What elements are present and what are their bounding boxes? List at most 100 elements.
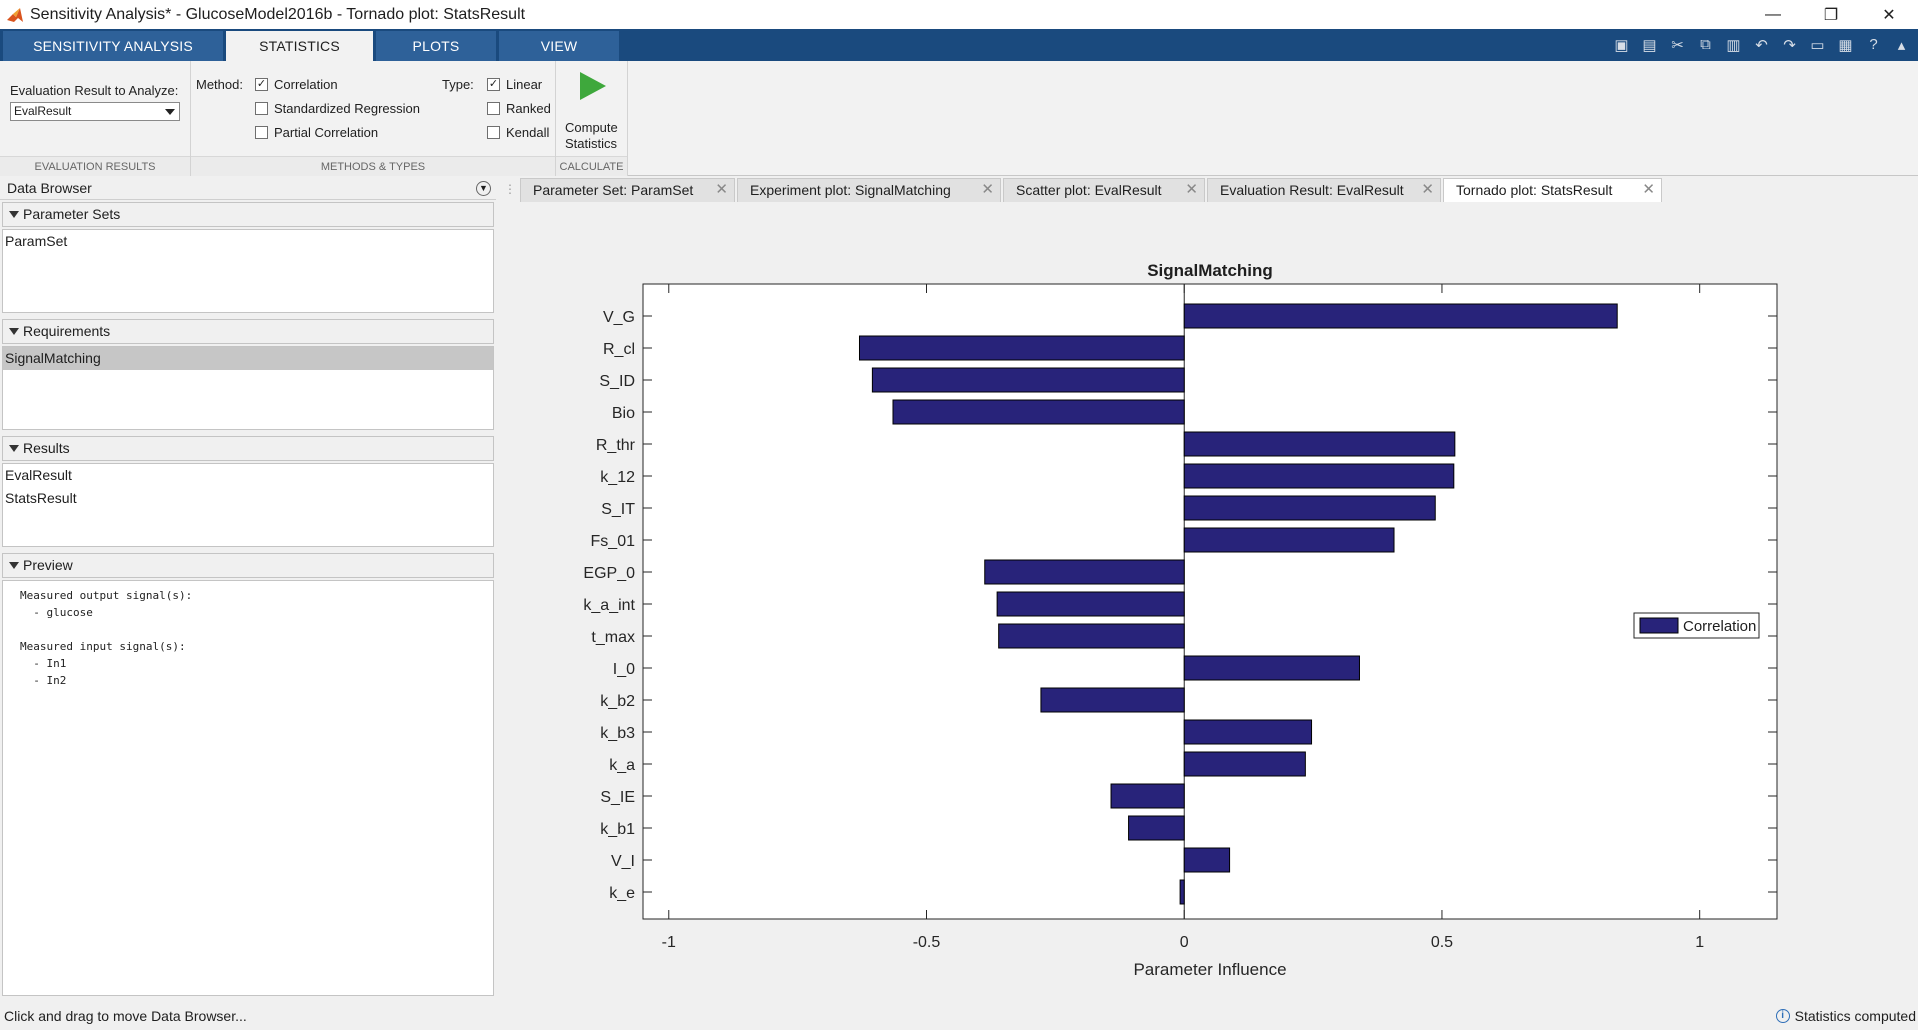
bar-V_G: [1183, 303, 1618, 329]
bar-k_b2: [1040, 687, 1185, 713]
legend: Correlation: [1633, 612, 1760, 639]
checkbox-label: Kendall: [506, 125, 550, 140]
section-label: CALCULATE: [556, 156, 627, 176]
type-linear-checkbox[interactable]: ✓ Linear: [487, 77, 542, 92]
menu-down-icon[interactable]: ▼: [476, 181, 491, 196]
doc-tab-evaluation-result[interactable]: Evaluation Result: EvalResult ✕: [1207, 178, 1441, 202]
tab-statistics[interactable]: STATISTICS: [226, 31, 373, 61]
drag-handle-icon[interactable]: ⋮: [504, 182, 516, 196]
y-tick-label: k_b3: [600, 725, 635, 742]
axes-box: [642, 283, 1778, 920]
doc-tab-scatter-plot[interactable]: Scatter plot: EvalResult ✕: [1003, 178, 1205, 202]
list-item[interactable]: EvalResult: [5, 467, 72, 483]
checkbox-checked-icon: ✓: [487, 78, 500, 91]
tab-view[interactable]: VIEW: [499, 31, 619, 61]
tab-sensitivity-analysis[interactable]: SENSITIVITY ANALYSIS: [3, 31, 223, 61]
y-tick-label: S_IE: [600, 789, 635, 806]
cut-icon[interactable]: ✂: [1671, 36, 1684, 54]
close-button[interactable]: ✕: [1882, 6, 1896, 24]
bar-Bio: [892, 399, 1185, 425]
bar-R_cl: [858, 335, 1185, 361]
type-ranked-checkbox[interactable]: Ranked: [487, 101, 551, 116]
y-tick-label: S_IT: [601, 501, 635, 518]
type-label: Type:: [442, 77, 474, 92]
checkbox-label: Correlation: [274, 77, 338, 92]
switch-windows-icon[interactable]: ▭: [1810, 36, 1825, 54]
checkbox-unchecked-icon: [255, 126, 268, 139]
save-icon[interactable]: ▤: [1642, 36, 1657, 54]
eval-result-dropdown[interactable]: EvalResult: [10, 102, 180, 121]
results-header[interactable]: Results: [2, 436, 494, 461]
type-kendall-checkbox[interactable]: Kendall: [487, 125, 549, 140]
tab-label: Experiment plot: SignalMatching: [750, 182, 951, 198]
eval-result-value: EvalResult: [14, 104, 72, 118]
bar-R_thr: [1183, 431, 1456, 457]
parameter-sets-list: ParamSet: [2, 229, 494, 313]
checkbox-checked-icon: ✓: [255, 78, 268, 91]
tornado-chart[interactable]: -1 -0.5 0 0.5 1 V_G R_cl S_ID Bio R_thr k_12 S_IT Fs…: [500, 202, 1918, 998]
list-item[interactable]: SignalMatching: [3, 347, 493, 370]
undo-icon[interactable]: ↶: [1755, 36, 1768, 54]
quick-access-toolbar: ▣ ▤ ✂ ⧉ ▥ ↶ ↷ ▭ ▦ ? ▴: [1609, 32, 1914, 57]
layout-icon[interactable]: ▦: [1838, 36, 1853, 54]
y-tick-label: k_12: [600, 469, 635, 486]
x-tick-label: 1: [1695, 934, 1704, 951]
tab-label: Evaluation Result: EvalResult: [1220, 182, 1404, 198]
matlab-logo-icon: [7, 7, 23, 22]
copy-icon[interactable]: ⧉: [1700, 36, 1711, 53]
compute-statistics-button[interactable]: Compute Statistics: [556, 63, 628, 155]
close-icon[interactable]: ✕: [1421, 181, 1434, 198]
restore-button[interactable]: ❐: [1823, 6, 1839, 24]
pane-title: Requirements: [23, 323, 111, 339]
method-partial-correlation-checkbox[interactable]: Partial Correlation: [255, 125, 378, 140]
collapse-ribbon-icon[interactable]: ▴: [1897, 36, 1906, 54]
doc-tab-tornado-plot[interactable]: Tornado plot: StatsResult ✕: [1443, 178, 1662, 202]
minimize-button[interactable]: —: [1765, 5, 1781, 23]
bar-I_0: [1183, 655, 1360, 681]
redo-icon[interactable]: ↷: [1783, 36, 1796, 54]
close-icon[interactable]: ✕: [1185, 181, 1198, 198]
y-tick-label: V_I: [611, 853, 635, 870]
requirements-header[interactable]: Requirements: [2, 319, 494, 344]
data-browser-title: Data Browser: [7, 180, 92, 196]
collapse-triangle-icon: [9, 211, 19, 218]
section-label: METHODS & TYPES: [191, 156, 555, 176]
preview-text: Measured output signal(s): - glucose Mea…: [20, 589, 193, 687]
bar-k_a: [1183, 751, 1306, 777]
help-icon[interactable]: ?: [1869, 36, 1878, 53]
preview-header[interactable]: Preview: [2, 553, 494, 578]
status-computed-text: Statistics computed: [1794, 1008, 1916, 1024]
list-item[interactable]: StatsResult: [5, 490, 77, 506]
doc-tab-parameter-set[interactable]: Parameter Set: ParamSet ✕: [520, 178, 735, 202]
x-axis-label: Parameter Influence: [1133, 960, 1286, 979]
eval-result-label: Evaluation Result to Analyze:: [10, 83, 179, 98]
title-bar: Sensitivity Analysis* - GlucoseModel2016…: [0, 0, 1918, 29]
compute-label-line1: Compute: [565, 120, 618, 135]
close-icon[interactable]: ✕: [1642, 181, 1655, 198]
y-tick-label: Fs_01: [591, 533, 636, 550]
tab-plots[interactable]: PLOTS: [376, 31, 496, 61]
list-item[interactable]: ParamSet: [5, 233, 68, 249]
y-tick-label: R_thr: [596, 437, 636, 454]
y-tick-label: Bio: [612, 405, 635, 422]
pane-title: Preview: [23, 557, 73, 573]
pane-title: Results: [23, 440, 70, 456]
status-bar: Click and drag to move Data Browser... i…: [0, 1002, 1918, 1030]
y-tick-label: k_a: [609, 757, 635, 774]
bar-k_e: [1179, 879, 1185, 905]
paste-icon[interactable]: ▥: [1726, 36, 1741, 54]
close-icon[interactable]: ✕: [981, 181, 994, 198]
doc-tab-experiment-plot[interactable]: Experiment plot: SignalMatching ✕: [737, 178, 1001, 202]
method-correlation-checkbox[interactable]: ✓ Correlation: [255, 77, 338, 92]
close-icon[interactable]: ✕: [715, 181, 728, 198]
section-methods-types: Method: ✓ Correlation Standardized Regre…: [191, 61, 556, 176]
bar-S_ID: [871, 367, 1185, 393]
new-document-icon[interactable]: ▣: [1614, 36, 1629, 54]
bar-V_I: [1183, 847, 1231, 873]
x-tick-label: -0.5: [913, 934, 941, 951]
results-list: EvalResult StatsResult: [2, 463, 494, 547]
x-tick-label: -1: [662, 934, 676, 951]
parameter-sets-header[interactable]: Parameter Sets: [2, 202, 494, 227]
data-browser-header[interactable]: Data Browser ▼: [0, 176, 496, 200]
method-standardized-regression-checkbox[interactable]: Standardized Regression: [255, 101, 420, 116]
